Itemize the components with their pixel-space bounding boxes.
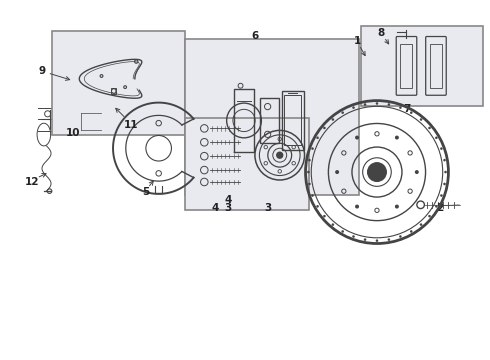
Circle shape (307, 171, 310, 174)
Circle shape (356, 136, 358, 139)
Circle shape (332, 118, 334, 121)
Bar (111, 88, 116, 94)
Text: 6: 6 (251, 31, 259, 41)
Circle shape (277, 152, 283, 158)
Circle shape (428, 215, 431, 217)
Circle shape (308, 183, 311, 185)
Circle shape (410, 230, 413, 233)
Text: 4: 4 (212, 203, 219, 213)
Text: 10: 10 (66, 129, 80, 138)
Text: 5: 5 (142, 187, 149, 197)
Circle shape (443, 183, 446, 185)
Circle shape (420, 118, 422, 121)
Text: 2: 2 (437, 203, 444, 213)
Circle shape (316, 205, 319, 208)
Circle shape (410, 111, 413, 114)
Circle shape (356, 205, 358, 208)
Circle shape (308, 159, 311, 161)
Circle shape (332, 223, 334, 226)
Text: 9: 9 (38, 66, 45, 76)
Circle shape (395, 136, 398, 139)
Bar (400, 44, 413, 88)
Circle shape (352, 235, 355, 238)
Text: 3: 3 (264, 203, 271, 213)
Text: 1: 1 (353, 36, 361, 46)
Circle shape (311, 147, 314, 150)
Circle shape (435, 205, 438, 208)
Circle shape (399, 235, 402, 238)
Text: 3: 3 (224, 203, 232, 213)
Bar (361, 26, 483, 105)
Bar (284, 95, 301, 145)
Circle shape (316, 136, 319, 139)
Circle shape (323, 215, 326, 217)
Circle shape (368, 163, 386, 181)
Circle shape (342, 230, 344, 233)
Text: 12: 12 (24, 177, 39, 187)
Bar (185, 39, 359, 195)
Bar (51, 31, 185, 135)
Circle shape (388, 238, 390, 241)
Circle shape (395, 205, 398, 208)
Text: 8: 8 (377, 28, 385, 38)
Bar (282, 91, 304, 150)
Text: 11: 11 (123, 121, 138, 130)
Circle shape (440, 194, 442, 197)
Circle shape (376, 239, 378, 242)
Text: 4: 4 (224, 195, 232, 205)
Circle shape (444, 171, 447, 174)
Circle shape (420, 223, 422, 226)
Circle shape (342, 111, 344, 114)
Circle shape (443, 159, 446, 161)
Circle shape (376, 102, 378, 105)
Circle shape (364, 103, 367, 106)
Circle shape (364, 238, 367, 241)
Circle shape (428, 127, 431, 129)
Circle shape (399, 106, 402, 109)
Bar (430, 44, 442, 88)
Circle shape (435, 136, 438, 139)
Bar (185, 118, 310, 210)
Circle shape (323, 127, 326, 129)
Circle shape (388, 103, 390, 106)
Circle shape (336, 171, 339, 174)
Circle shape (440, 147, 442, 150)
Text: 7: 7 (403, 104, 411, 113)
Circle shape (416, 171, 418, 174)
Bar (260, 98, 279, 143)
Circle shape (311, 194, 314, 197)
Circle shape (352, 106, 355, 109)
